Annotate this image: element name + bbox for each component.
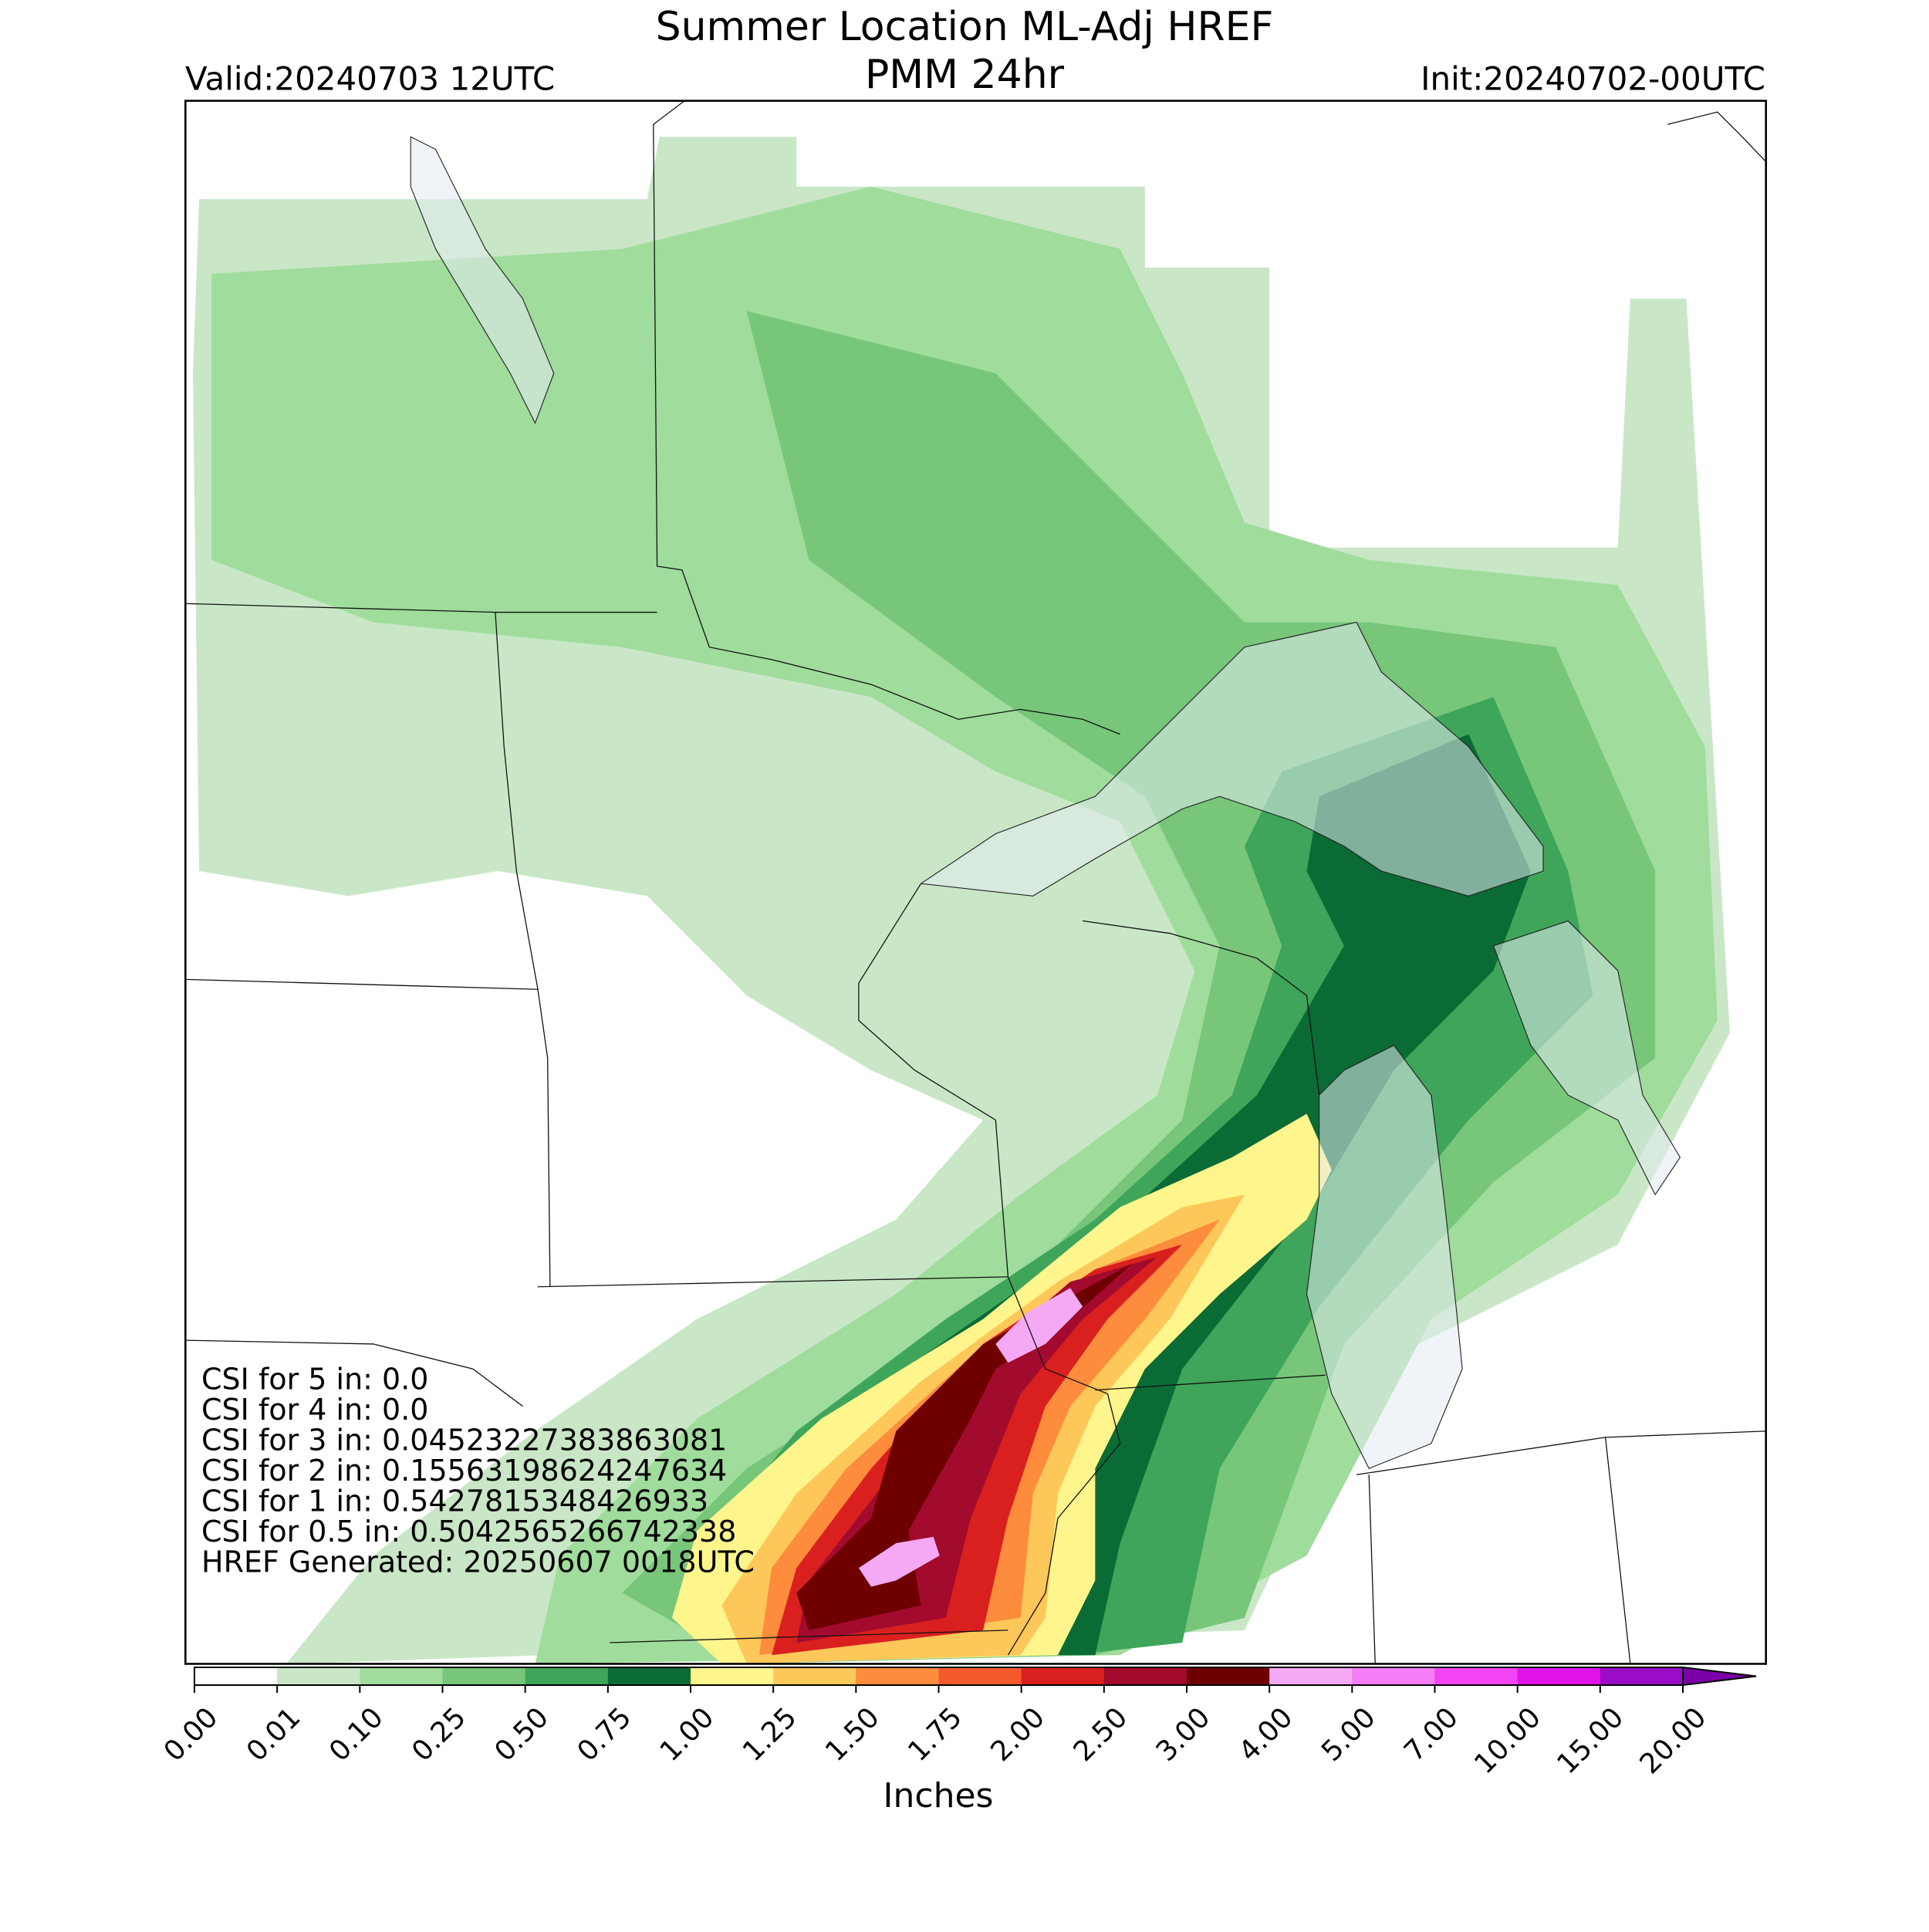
colorbar-swatch [1187, 1667, 1270, 1685]
colorbar-swatch [1021, 1667, 1105, 1685]
colorbar-swatch [691, 1667, 774, 1685]
colorbar-tick-label: 3.00 [1150, 1701, 1217, 1768]
colorbar-tick-label: 0.10 [323, 1701, 390, 1768]
colorbar-tick-label: 2.00 [985, 1701, 1051, 1768]
colorbar-tick-label: 15.00 [1551, 1701, 1630, 1780]
colorbar-tick-label: 1.00 [654, 1701, 721, 1768]
colorbar-swatch [607, 1667, 691, 1685]
colorbar-tick-label: 7.00 [1398, 1701, 1464, 1768]
map [184, 100, 1767, 1665]
colorbar-swatch [360, 1667, 443, 1685]
borders [185, 100, 1766, 1664]
colorbar-extend [1682, 1666, 1757, 1687]
colorbar-tick-label: 5.00 [1316, 1701, 1382, 1768]
colorbar-swatch [1434, 1667, 1519, 1685]
subtitle: PMM 24hr [865, 52, 1065, 98]
colorbar-swatch [1517, 1667, 1601, 1685]
map-frame [184, 100, 1767, 1665]
colorbar-tick-label: 4.00 [1233, 1701, 1299, 1768]
colorbar-swatch [277, 1667, 360, 1685]
colorbar-tick-label: 1.50 [819, 1701, 886, 1768]
border [1368, 1474, 1376, 1664]
precip-area [995, 1288, 1083, 1363]
colorbar: 0.00 0.01 0.10 0.25 0.50 0.75 1.00 1.25 1.50 1.75… [158, 1666, 1757, 1780]
border [858, 883, 1009, 1277]
lake [1492, 920, 1681, 1196]
csi-text: CSI for 2 in: 0.15563198624247634 [201, 1454, 727, 1488]
csi-text: CSI for 5 in: 0.0 [201, 1363, 428, 1397]
csi-text: CSI for 3 in: 0.04523227383863081 [201, 1424, 727, 1457]
colorbar-tick-label: 10.00 [1468, 1701, 1547, 1780]
border [653, 100, 1120, 735]
valid-time: Valid:20240703 12UTC [185, 60, 555, 98]
csi-text: CSI for 4 in: 0.0 [201, 1393, 428, 1427]
csi-text: HREF Generated: 20250607 0018UTC [201, 1545, 755, 1579]
border [185, 1339, 523, 1407]
colorbar-swatch [1600, 1667, 1684, 1685]
colorbar-tick-label: 2.50 [1068, 1701, 1134, 1768]
colorbar-tick-label: 0.00 [158, 1701, 225, 1768]
colorbar-swatch [1269, 1667, 1353, 1685]
colorbar-tick-label: 0.01 [241, 1701, 307, 1768]
border [1007, 1276, 1121, 1656]
colorbar-tick-label: 1.75 [902, 1701, 968, 1768]
precip-area [622, 311, 1656, 1664]
colorbar-tick-label: 0.25 [406, 1701, 472, 1768]
title: Summer Location ML-Adj HREF [656, 4, 1274, 50]
init-time: Init:20240702-00UTC [1421, 60, 1765, 98]
colorbar-swatch [525, 1667, 609, 1685]
lakes [410, 136, 1681, 1469]
csi-text: CSI for 0.5 in: 0.5042565266742338 [201, 1515, 736, 1549]
border [1095, 1374, 1326, 1391]
border [1605, 1430, 1766, 1438]
colorbar-swatch [1103, 1667, 1187, 1685]
colorbar-tick-label: 1.25 [737, 1701, 803, 1768]
colorbar-swatch [773, 1667, 856, 1685]
border [185, 978, 538, 990]
colorbar-swatch [1352, 1667, 1435, 1685]
colorbar-swatch [856, 1667, 939, 1685]
lake [1306, 1045, 1463, 1469]
precip-area [858, 1536, 940, 1587]
lake [410, 136, 555, 424]
colorbar-tick-label: 0.50 [488, 1701, 555, 1768]
colorbar-swatch [442, 1667, 526, 1685]
border [1667, 111, 1766, 163]
border [495, 612, 551, 1287]
lake [919, 621, 1544, 897]
border [610, 1630, 1008, 1643]
colorbar-tick-label: 20.00 [1634, 1701, 1713, 1780]
csi-text: CSI for 1 in: 0.5427815348426933 [201, 1484, 708, 1518]
colorbar-swatch [938, 1667, 1022, 1685]
colorbar-swatch [194, 1667, 278, 1685]
precip-area [796, 1263, 1133, 1630]
border [1083, 920, 1320, 1096]
colorbar-label: Inches [883, 1776, 994, 1815]
border [537, 1276, 1008, 1288]
colorbar-tick-label: 0.75 [572, 1701, 638, 1768]
border [185, 603, 657, 613]
